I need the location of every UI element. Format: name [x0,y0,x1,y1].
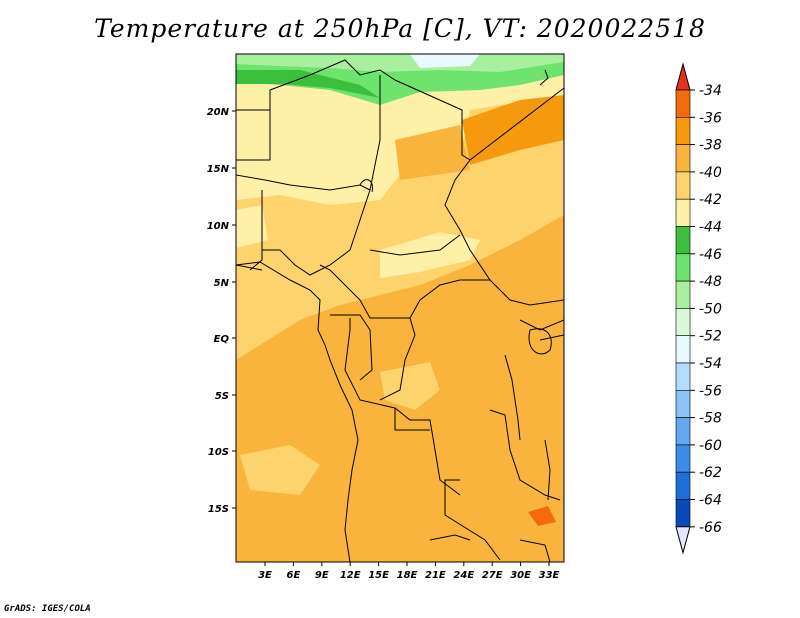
longitude-axis: 3E 6E 9E 12E 15E 18E 21E 24E 27E 30E 33E [258,562,560,581]
lat-tick-label: 5S [215,391,229,402]
lat-tick-label: 10N [207,221,230,232]
colorbar-top-arrow [675,62,691,91]
colorbar-label: -34 [699,83,722,99]
colorbar-label: -56 [699,383,722,399]
lon-tick-label: 15E [368,570,389,581]
field-patch-40-southwest [240,445,320,495]
lat-tick-label: 15N [207,164,230,175]
colorbar-label: -42 [699,192,722,208]
lon-tick-label: 3E [258,570,272,581]
colorbar-swatch [675,444,691,473]
field-patch-34-southeast [528,506,556,526]
lon-tick-label: 18E [397,570,418,581]
field-patch-36-northeast [462,95,564,165]
colorbar-swatch [675,171,691,200]
colorbar-label: -48 [699,274,722,290]
colorbar-swatch [675,117,691,145]
lon-tick-label: 9E [315,570,329,581]
lon-tick-label: 6E [287,570,301,581]
lat-tick-label: EQ [214,334,230,345]
colorbar-label: -46 [699,247,722,263]
lat-tick-label: 15S [208,504,229,515]
lon-tick-label: 12E [340,570,361,581]
country-borders [236,59,564,562]
lon-tick-label: 21E [425,570,446,581]
colorbar-swatch [675,89,691,118]
latitude-axis: 20N 15N 10N 5N EQ 5S 10S 15S [207,107,236,515]
lon-tick-label: 27E [482,570,503,581]
colorbar: -34 -36 -38 -40 -42 -44 -46 -48 -50 -52 -54 -56 -58 -… [675,62,722,555]
grads-credit: GrADS: IGES/COLA [4,604,91,614]
lon-tick-label: 30E [510,570,531,581]
field-band-48 [236,54,564,72]
colorbar-label: -38 [699,138,722,154]
coastlines [236,69,552,562]
lon-tick-label: 33E [539,570,560,581]
colorbar-swatch [675,144,691,173]
field-band-44 [236,70,380,98]
colorbar-swatch [675,308,691,336]
colorbar-label: -54 [699,356,722,372]
field-patch-40-congo [380,362,440,410]
field-band-42-north [236,54,564,205]
field-band-52 [410,54,480,68]
field-patch-42-central [380,232,480,278]
colorbar-label: -40 [699,165,722,181]
colorbar-swatch [675,471,691,500]
colorbar-swatch [675,280,691,309]
colorbar-swatch [675,389,691,418]
colorbar-swatch [675,499,691,528]
colorbar-swatch [675,198,691,227]
colorbar-swatch [675,362,691,391]
colorbar-label: -60 [699,438,722,454]
colorbar-swatch [675,335,691,364]
colorbar-swatch [675,417,691,446]
colorbar-swatch [675,253,691,282]
temperature-field [236,54,564,562]
lat-tick-label: 20N [207,107,230,118]
colorbar-label: -50 [699,301,722,317]
field-patch-42-west [236,205,268,248]
map-frame [235,53,565,563]
colorbar-label: -36 [699,110,722,126]
colorbar-label: -64 [699,493,722,509]
lat-tick-label: 5N [214,278,230,289]
colorbar-bottom-arrow [675,526,691,555]
colorbar-label: -66 [699,520,722,536]
map-title: Temperature at 250hPa [C], VT: 202002251… [94,14,706,43]
field-patch-38-north [395,125,470,180]
colorbar-label: -58 [699,411,722,427]
colorbar-label: -52 [699,329,722,345]
lon-tick-label: 24E [453,570,474,581]
colorbar-label: -62 [699,465,722,481]
colorbar-swatch [675,226,691,255]
lat-tick-label: 10S [208,447,229,458]
colorbar-label: -44 [699,220,722,236]
